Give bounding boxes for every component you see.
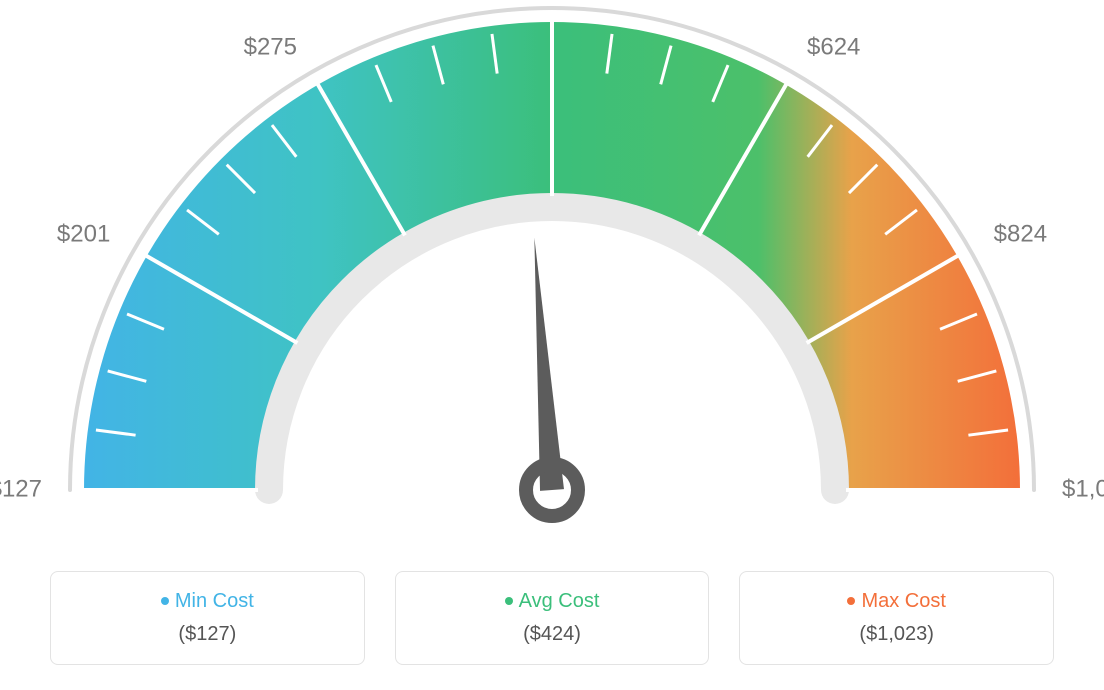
svg-text:$624: $624 [807,34,860,61]
svg-text:$824: $824 [994,220,1047,247]
legend-value-avg: ($424) [406,623,699,646]
dot-icon [847,597,855,605]
dot-icon [505,597,513,605]
svg-text:$127: $127 [0,475,42,502]
legend-card-avg: Avg Cost ($424) [395,571,710,665]
svg-text:$1,023: $1,023 [1062,475,1104,502]
legend-label-max-text: Max Cost [861,590,945,612]
dot-icon [161,597,169,605]
svg-text:$275: $275 [244,34,297,61]
gauge-svg: $127$201$275$424$624$824$1,023 [0,0,1104,560]
legend-row: Min Cost ($127) Avg Cost ($424) Max Cost… [50,571,1054,665]
legend-label-min: Min Cost [61,590,354,613]
legend-card-max: Max Cost ($1,023) [739,571,1054,665]
legend-value-max: ($1,023) [750,623,1043,646]
legend-label-avg: Avg Cost [406,590,699,613]
legend-label-max: Max Cost [750,590,1043,613]
cost-gauge: $127$201$275$424$624$824$1,023 [0,0,1104,560]
svg-text:$201: $201 [57,220,110,247]
legend-value-min: ($127) [61,623,354,646]
legend-card-min: Min Cost ($127) [50,571,365,665]
legend-label-min-text: Min Cost [175,590,254,612]
legend-label-avg-text: Avg Cost [519,590,600,612]
